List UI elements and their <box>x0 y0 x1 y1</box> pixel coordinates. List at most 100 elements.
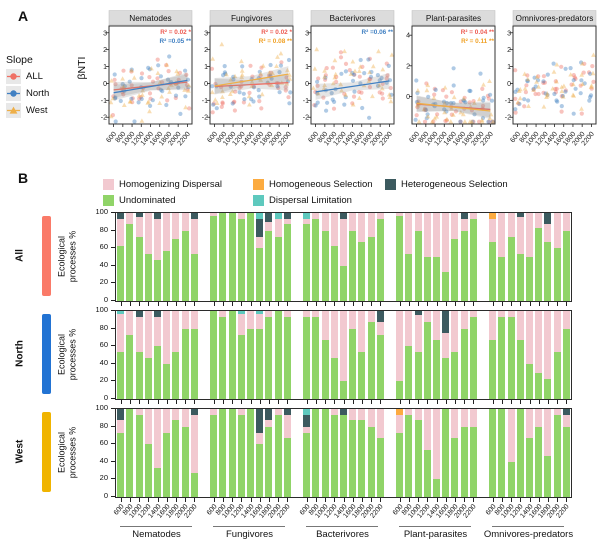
bar-segment-u <box>544 378 552 399</box>
svg-text:2: 2 <box>507 47 511 54</box>
stacked-bar <box>396 311 404 399</box>
x-tick-mark <box>129 498 131 502</box>
x-tick-mark <box>194 498 196 502</box>
bar-segment-u <box>423 257 431 301</box>
x-tick-mark <box>157 400 159 404</box>
x-tick-mark <box>185 400 187 404</box>
x-tick-mark <box>547 302 549 306</box>
bar-segment-hos <box>396 409 404 416</box>
bar-segment-hd <box>469 311 477 318</box>
x-tick-mark <box>166 498 168 502</box>
stacked-bar <box>516 409 524 497</box>
stacked-bar <box>396 213 404 301</box>
x-tick-mark <box>334 400 336 404</box>
stacked-bar <box>153 409 161 497</box>
legend-swatch-icon <box>253 179 264 190</box>
bar-segment-hd <box>460 219 468 231</box>
stacked-bar <box>153 311 161 399</box>
bar-segment-hd <box>489 219 497 243</box>
bar-segment-hd <box>432 311 440 341</box>
x-tick-mark <box>315 498 317 502</box>
bar-segment-hd <box>274 409 282 416</box>
row-y-axis-label: Ecological processes % <box>56 230 78 283</box>
x-tick-mark <box>557 400 559 404</box>
stacked-bar <box>256 311 264 399</box>
stacked-bar <box>525 311 533 399</box>
svg-text:R² = 0.04 **: R² = 0.04 ** <box>461 29 495 36</box>
stacked-bar <box>469 213 477 301</box>
bar-segment-hd <box>469 409 477 427</box>
bar-segment-u <box>349 230 357 301</box>
stacked-bar <box>525 409 533 497</box>
x-tick-mark <box>325 400 327 404</box>
x-tick-mark <box>139 400 141 404</box>
y-tick-mark <box>111 460 115 462</box>
y-tick-label: 100 <box>95 305 108 314</box>
bar-segment-u <box>498 409 506 497</box>
svg-text:-2: -2 <box>303 115 309 122</box>
process-legend-label: Dispersal Limitation <box>269 195 352 206</box>
x-tick-mark <box>129 302 131 306</box>
bar-segment-u <box>414 420 422 497</box>
bar-segment-u <box>330 415 338 497</box>
bar-segment-u <box>367 322 375 399</box>
x-tick-mark <box>222 498 224 502</box>
group-label-omnivores-predators: Omnivores-predators <box>483 529 574 540</box>
bar-group-fungivores <box>209 213 292 306</box>
row-plot-north <box>115 310 572 404</box>
bar-segment-hd <box>144 409 152 445</box>
stacked-bar <box>246 409 254 497</box>
stacked-bar <box>367 311 375 399</box>
process-legend-item-homogenizing-dispersal: Homogenizing Dispersal <box>103 179 222 190</box>
bar-segment-u <box>153 346 161 399</box>
x-tick-mark <box>241 498 243 502</box>
svg-text:R² = 0.08 **: R² = 0.08 ** <box>259 38 293 45</box>
row-strip-all <box>42 216 51 296</box>
bar-segment-u <box>460 426 468 497</box>
stacked-bar <box>516 311 524 399</box>
bar-segment-u <box>274 236 282 301</box>
x-tick-mark <box>352 498 354 502</box>
stacked-bar <box>117 213 125 301</box>
stacked-bar <box>442 311 450 399</box>
bar-segment-u <box>283 438 291 497</box>
bar-segment-u <box>283 317 291 399</box>
bar-segment-u <box>117 352 125 399</box>
x-tick-mark <box>166 302 168 306</box>
stacked-bar <box>442 213 450 301</box>
x-tick-mark <box>213 400 215 404</box>
stacked-bar <box>135 311 143 399</box>
bar-segment-u <box>117 432 125 497</box>
y-tick-label: 60 <box>99 438 108 448</box>
bar-segment-hes <box>283 409 291 416</box>
stacked-bar <box>423 213 431 301</box>
x-tick-mark <box>371 302 373 306</box>
svg-text:Omnivores-predators: Omnivores-predators <box>516 13 594 23</box>
bar-segment-u <box>442 357 450 399</box>
stacked-bar <box>190 409 198 497</box>
stacked-bar <box>432 213 440 301</box>
bar-segment-u <box>190 254 198 301</box>
x-tick-mark <box>371 400 373 404</box>
bar-segment-u <box>153 467 161 497</box>
x-tick-mark <box>408 498 410 502</box>
bar-group-nematodes <box>116 311 199 404</box>
facet-plant-parasites: Plant-parasites R² = 0.04 ** R² = 0.11 ** 4… <box>406 10 496 147</box>
bar-segment-u <box>562 328 570 399</box>
bar-segment-hes <box>265 409 273 421</box>
stacked-bar <box>535 311 543 399</box>
bar-segment-hd <box>283 415 291 439</box>
x-tick-mark <box>501 302 503 306</box>
stacked-bar <box>562 213 570 301</box>
bar-segment-u <box>144 444 152 497</box>
bar-segment-hd <box>181 213 189 231</box>
svg-text:R² = 0.11 **: R² = 0.11 ** <box>461 38 494 45</box>
y-tick-mark <box>111 496 115 497</box>
bar-segment-dl <box>256 311 264 314</box>
bar-segment-u <box>405 415 413 497</box>
svg-text:3: 3 <box>507 30 511 37</box>
bar-segment-hd <box>553 213 561 249</box>
bar-group-plant-parasites <box>395 409 478 502</box>
bar-segment-hd <box>256 432 264 445</box>
slope-legend-title: Slope <box>6 54 33 66</box>
